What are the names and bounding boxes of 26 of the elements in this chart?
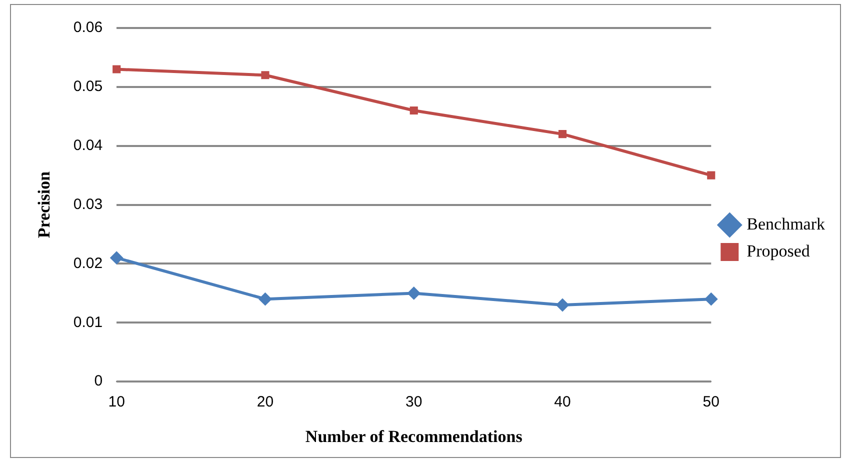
point	[261, 71, 270, 80]
point	[258, 292, 272, 306]
point	[704, 292, 718, 306]
y-tick-label: 0.02	[73, 254, 103, 272]
point	[707, 171, 716, 180]
y-axis-title: Precision	[34, 170, 54, 238]
y-tick-label: 0	[94, 372, 103, 390]
y-tick-label: 0.05	[73, 78, 103, 96]
legend-label: Proposed	[746, 241, 810, 260]
y-tick-label: 0.01	[73, 314, 103, 331]
y-tick-label: 0.06	[73, 19, 103, 36]
x-tick-label: 10	[108, 394, 125, 411]
x-tick-label: 30	[406, 394, 422, 411]
point	[407, 286, 420, 300]
x-tick-label: 50	[702, 394, 720, 411]
point	[410, 106, 418, 115]
point	[558, 130, 567, 138]
x-tick-label: 40	[554, 394, 571, 411]
y-tick-label: 0.03	[73, 196, 103, 213]
point	[110, 251, 124, 264]
legend-label: Benchmark	[746, 214, 826, 234]
y-tick-label: 0.04	[73, 137, 103, 154]
point	[112, 65, 121, 74]
x-tick-label: 20	[256, 394, 274, 411]
x-axis-title: Number of Recommendations	[305, 427, 523, 446]
point	[556, 298, 570, 312]
